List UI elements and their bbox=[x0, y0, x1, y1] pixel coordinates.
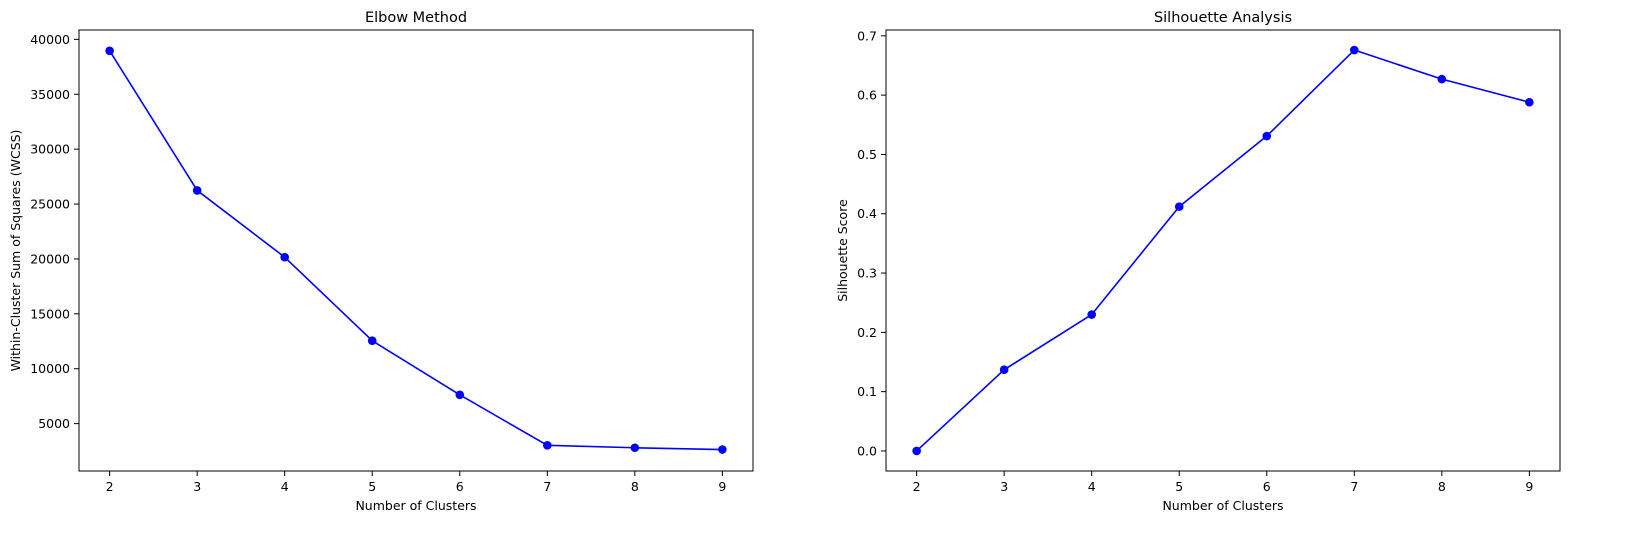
y-tick-label: 10000 bbox=[30, 361, 70, 376]
chart-title: Silhouette Analysis bbox=[1154, 10, 1292, 26]
y-axis-label: Silhouette Score bbox=[835, 199, 850, 302]
data-point bbox=[192, 186, 202, 195]
y-tick-label: 0.5 bbox=[857, 147, 877, 162]
x-tick-label: 3 bbox=[193, 479, 201, 494]
data-point bbox=[367, 336, 377, 346]
data-point bbox=[1262, 131, 1272, 141]
x-tick-label: 7 bbox=[1350, 479, 1358, 494]
x-tick-label: 2 bbox=[106, 479, 114, 494]
y-tick-label: 0.3 bbox=[857, 266, 877, 281]
silhouette-chart: Silhouette Analysis Number of Clusters Sil… bbox=[835, 10, 1561, 513]
data-point bbox=[280, 252, 290, 262]
data-point bbox=[999, 365, 1009, 375]
x-tick-label: 7 bbox=[543, 479, 551, 494]
y-tick-label: 0.7 bbox=[857, 28, 877, 43]
y-tick-label: 0.0 bbox=[857, 443, 877, 458]
data-point bbox=[1525, 97, 1534, 107]
y-tick-label: 40000 bbox=[30, 32, 70, 47]
y-tick-label: 5000 bbox=[38, 416, 70, 431]
y-tick-label: 20000 bbox=[30, 251, 70, 266]
data-point bbox=[455, 390, 465, 400]
x-axis-label: Number of Clusters bbox=[1162, 498, 1283, 513]
series-line bbox=[108, 50, 723, 451]
x-tick-label: 4 bbox=[1088, 479, 1096, 494]
data-point bbox=[1349, 45, 1359, 55]
x-tick-label: 3 bbox=[1000, 479, 1008, 494]
x-tick-label: 4 bbox=[281, 479, 289, 494]
data-point bbox=[630, 443, 640, 453]
plot-area bbox=[78, 29, 754, 472]
data-point bbox=[105, 46, 114, 56]
y-tick-label: 0.6 bbox=[857, 88, 877, 103]
data-point bbox=[1087, 310, 1097, 319]
y-tick-label: 25000 bbox=[30, 197, 70, 212]
series-line bbox=[916, 49, 1530, 452]
elbow-chart: Elbow Method Number of Clusters Within-Clu… bbox=[8, 10, 754, 513]
x-tick-label: 2 bbox=[913, 479, 921, 494]
data-point bbox=[912, 446, 921, 456]
x-tick-label: 6 bbox=[456, 479, 464, 494]
data-point bbox=[542, 441, 552, 450]
y-tick-label: 35000 bbox=[30, 87, 70, 102]
y-tick-label: 15000 bbox=[30, 306, 70, 321]
x-tick-label: 8 bbox=[1438, 479, 1446, 494]
plot-area bbox=[885, 29, 1561, 472]
x-tick-label: 8 bbox=[631, 479, 639, 494]
y-tick-label: 0.2 bbox=[857, 325, 877, 340]
x-tick-label: 5 bbox=[1175, 479, 1183, 494]
y-tick-label: 0.1 bbox=[857, 384, 877, 399]
x-axis-label: Number of Clusters bbox=[355, 498, 476, 513]
y-tick-label: 30000 bbox=[30, 142, 70, 157]
y-tick-label: 0.4 bbox=[857, 206, 877, 221]
data-point bbox=[1437, 74, 1447, 84]
chart-title: Elbow Method bbox=[365, 10, 467, 26]
y-axis-label: Within-Cluster Sum of Squares (WCSS) bbox=[8, 130, 23, 372]
x-tick-label: 9 bbox=[718, 479, 726, 494]
x-tick-label: 6 bbox=[1263, 479, 1271, 494]
data-point bbox=[718, 445, 727, 454]
data-point bbox=[1174, 202, 1184, 211]
x-tick-label: 9 bbox=[1525, 479, 1533, 494]
x-tick-label: 5 bbox=[368, 479, 376, 494]
